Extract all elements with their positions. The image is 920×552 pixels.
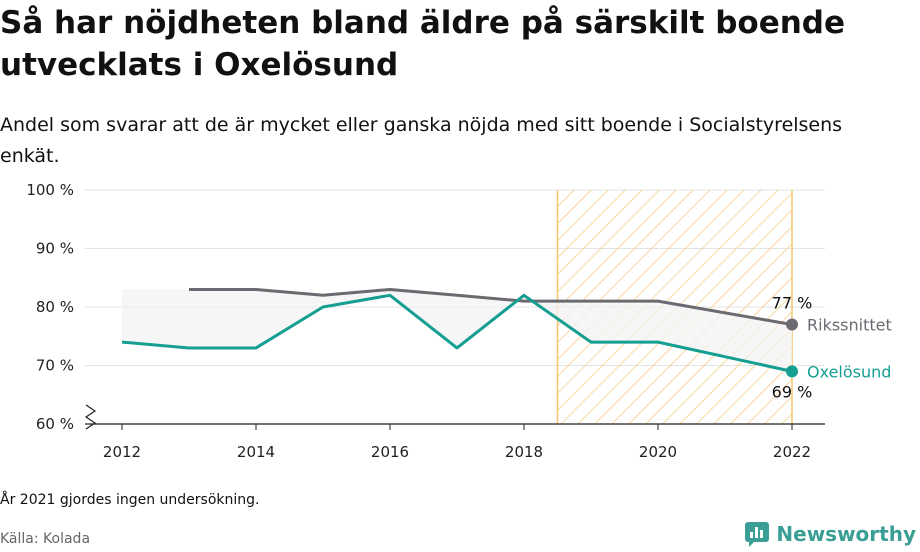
newsworthy-logo-icon bbox=[745, 522, 770, 547]
axis-break-mark bbox=[84, 404, 97, 430]
x-tick-label: 2022 bbox=[773, 443, 811, 461]
x-tick-label: 2020 bbox=[639, 443, 677, 461]
series-value-label-0: 77 % bbox=[772, 294, 813, 313]
series-end-point-1 bbox=[786, 365, 798, 378]
footnote: År 2021 gjordes ingen undersökning. bbox=[0, 492, 260, 508]
y-tick-label: 60 % bbox=[36, 415, 74, 433]
y-tick-label: 70 % bbox=[36, 357, 74, 375]
x-tick-label: 2018 bbox=[505, 443, 543, 461]
difference-band bbox=[122, 289, 792, 372]
chart-subtitle: Andel som svarar att de är mycket eller … bbox=[0, 114, 843, 167]
series-line-0 bbox=[189, 287, 793, 327]
chart-title: Så har nöjdheten bland äldre på särskilt… bbox=[0, 5, 846, 83]
y-tick-label: 100 % bbox=[26, 181, 74, 199]
brand-logo: Newsworthy bbox=[744, 520, 916, 548]
series bbox=[121, 287, 798, 378]
series-name-label-0: Rikssnittet bbox=[807, 316, 892, 335]
series-line-1 bbox=[121, 293, 793, 373]
band-area bbox=[122, 289, 792, 372]
y-tick-label: 90 % bbox=[36, 240, 74, 258]
brand-name: Newsworthy bbox=[776, 522, 916, 546]
series-end-point-0 bbox=[786, 318, 798, 331]
line-chart: 60 % 70 % 80 % 90 % 100 % 2012 2014 2016 2018 202… bbox=[26, 181, 892, 461]
x-tick-label: 2012 bbox=[103, 443, 141, 461]
y-tick-label: 80 % bbox=[36, 298, 74, 316]
source-credit: Källa: Kolada bbox=[0, 531, 91, 547]
x-tick-label: 2014 bbox=[237, 443, 275, 461]
series-value-label-1: 69 % bbox=[772, 382, 813, 401]
x-tick-label: 2016 bbox=[371, 443, 409, 461]
axes: 60 % 70 % 80 % 90 % 100 % 2012 2014 2016 2018 202… bbox=[26, 181, 825, 461]
series-name-label-1: Oxelösund bbox=[807, 362, 891, 381]
